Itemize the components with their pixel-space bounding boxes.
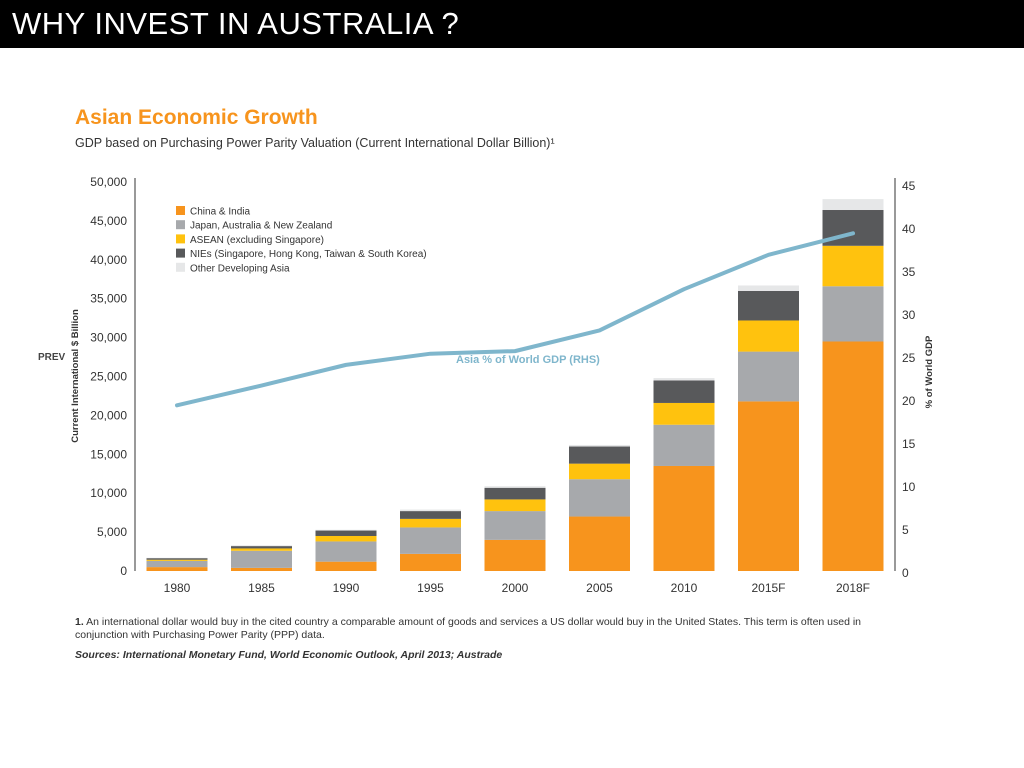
footnote-number: 1. [75,616,84,628]
y2-tick-label: 25 [902,351,916,365]
legend-swatch [176,234,185,244]
footnote: 1. An international dollar would buy in … [75,616,915,642]
x-tick-label: 1990 [333,581,360,595]
bar-segment [231,545,292,547]
bar-segment [231,546,292,549]
chart-title: Asian Economic Growth [75,106,318,129]
bar-segment [315,530,377,536]
bar-segment [315,535,377,542]
bar-segment [146,558,208,560]
y-axis-title: Current International $ Billion [70,309,81,443]
bar-segment [231,550,292,568]
bar-segment [569,463,630,480]
bar-segment [400,511,461,519]
x-tick-label: 1985 [248,581,275,595]
y2-axis-title: % of World GDP [924,335,935,408]
footnote-text: An international dollar would buy in the… [75,616,862,641]
x-tick-label: 2015F [751,581,785,595]
y-tick-label: 35,000 [90,292,127,306]
x-tick-label: 2005 [586,581,613,595]
y2-tick-label: 0 [902,566,909,580]
x-tick-label: 1995 [417,581,444,595]
bar-segment [569,446,630,464]
bar-segment [738,285,799,291]
prev-label[interactable]: PREV [38,352,66,363]
x-tick-label: 2018F [836,581,870,595]
legend-swatch [176,262,185,272]
slide-title: WHY INVEST IN AUSTRALIA ? [12,6,460,41]
bar-segment [400,553,461,571]
x-tick-label: 2000 [502,581,529,595]
y-tick-label: 40,000 [90,253,127,267]
y2-tick-label: 5 [902,523,909,537]
legend-label: Other Developing Asia [190,263,290,274]
legend-label: ASEAN (excluding Singapore) [190,235,324,246]
legend-swatch [176,206,185,215]
line-series-label: Asia % of World GDP (RHS) [456,354,600,366]
bar-segment [146,560,208,568]
y2-tick-label: 45 [902,179,916,193]
x-tick-label: 2010 [671,581,698,595]
bar-segment [315,541,377,562]
y2-tick-label: 30 [902,308,916,322]
y-tick-label: 25,000 [90,370,127,384]
bar-segment [738,290,799,321]
y2-tick-label: 20 [902,394,916,408]
y2-tick-label: 35 [902,265,916,279]
bar-segment [315,529,377,531]
y2-tick-label: 15 [902,437,916,451]
bar-segment [653,402,715,425]
bar-segment [231,567,292,571]
bar-segment [146,559,208,561]
bar-segment [822,286,884,342]
bar-segment [569,444,630,447]
bar-segment [315,561,377,571]
bar-segment [653,378,715,381]
bar-segment [484,511,546,540]
bar-segment [231,548,292,551]
bar-segment [484,539,546,571]
title-bar: WHY INVEST IN AUSTRALIA ? [0,0,1024,48]
bar-segment [738,320,799,352]
legend-label: China & India [190,207,250,218]
bar-segment [569,516,630,571]
bar-segment [653,380,715,403]
y2-tick-label: 40 [902,222,916,236]
y-tick-label: 5,000 [97,525,127,539]
bar-segment [400,527,461,554]
bar-segment [146,567,208,571]
y-tick-label: 30,000 [90,331,127,345]
sources: Sources: International Monetary Fund, Wo… [75,649,503,661]
bar-segment [400,509,461,512]
bar-segment [738,351,799,402]
bar-segment [569,479,630,517]
y-tick-label: 45,000 [90,214,127,228]
y-tick-label: 0 [120,564,127,578]
x-tick-label: 1980 [164,581,191,595]
bar-segment [484,487,546,500]
bar-segment [484,486,546,488]
bar-segment [822,199,884,211]
y-tick-label: 10,000 [90,486,127,500]
bar-segment [738,401,799,571]
bar-segment [822,341,884,571]
y2-tick-label: 10 [902,480,916,494]
chart-subtitle: GDP based on Purchasing Power Parity Val… [75,136,555,150]
bar-segment [822,245,884,287]
legend-label: Japan, Australia & New Zealand [190,221,332,232]
y-tick-label: 15,000 [90,447,127,461]
legend-swatch [176,220,185,230]
bar-segment [400,518,461,528]
bar-segment [484,499,546,512]
bar-segment [653,424,715,466]
bar-segment [653,465,715,571]
y-tick-label: 20,000 [90,408,127,422]
legend-swatch [176,248,185,258]
y-tick-label: 50,000 [90,175,127,189]
legend-label: NIEs (Singapore, Hong Kong, Taiwan & Sou… [190,249,427,260]
